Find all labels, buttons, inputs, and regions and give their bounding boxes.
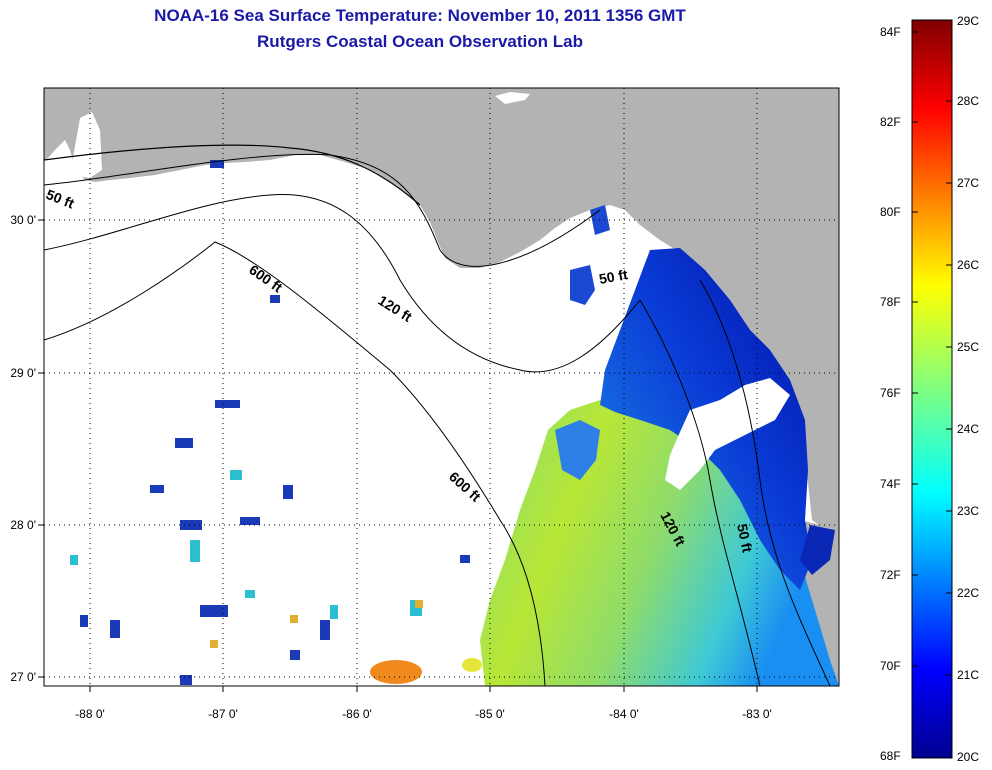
colorbar-c-label: 24C [957,422,980,436]
map-title: NOAA-16 Sea Surface Temperature: Novembe… [154,6,686,25]
y-tick-label: 27 0' [10,670,36,684]
x-tick-label: -84 0' [609,707,639,721]
colorbar-c-label: 28C [957,94,980,108]
y-tick-label: 28 0' [10,518,36,532]
colorbar-f-label: 80F [880,205,901,219]
colorbar-f-label: 72F [880,568,901,582]
x-tick-label: -85 0' [475,707,505,721]
colorbar [911,19,953,759]
colorbar-f-label: 74F [880,477,901,491]
x-tick-label: -88 0' [75,707,105,721]
colorbar-c-label: 23C [957,504,980,518]
colorbar-c-label: 26C [957,258,980,272]
y-tick-label: 30 0' [10,213,36,227]
colorbar-c-label: 21C [957,668,980,682]
colorbar-c-label: 29C [957,14,980,28]
colorbar-c-label: 25C [957,340,980,354]
contour-50ft-east [699,279,831,686]
contour-120ft-east [639,299,761,686]
x-tick-label: -87 0' [208,707,238,721]
colorbar-f-label: 84F [880,25,901,39]
colorbar-c-label: 22C [957,586,980,600]
colorbar-f-label: 70F [880,659,901,673]
contour-120ft-north [44,193,641,373]
colorbar-f-label: 78F [880,295,901,309]
colorbar-f-label: 68F [880,749,901,763]
x-tick-label: -83 0' [742,707,772,721]
contour-label: 50 ft [598,266,629,287]
colorbar-f-label: 82F [880,115,901,129]
colorbar-c-label: 20C [957,750,980,764]
map-subtitle: Rutgers Coastal Ocean Observation Lab [257,32,583,51]
y-tick-label: 29 0' [10,366,36,380]
contour-50ft-north [44,153,601,267]
land-mass [44,88,839,540]
colorbar-f-label: 76F [880,386,901,400]
contour-label: 50 ft [734,522,756,554]
x-tick-label: -86 0' [342,707,372,721]
contour-600ft [44,241,546,686]
colorbar-c-label: 27C [957,176,980,190]
